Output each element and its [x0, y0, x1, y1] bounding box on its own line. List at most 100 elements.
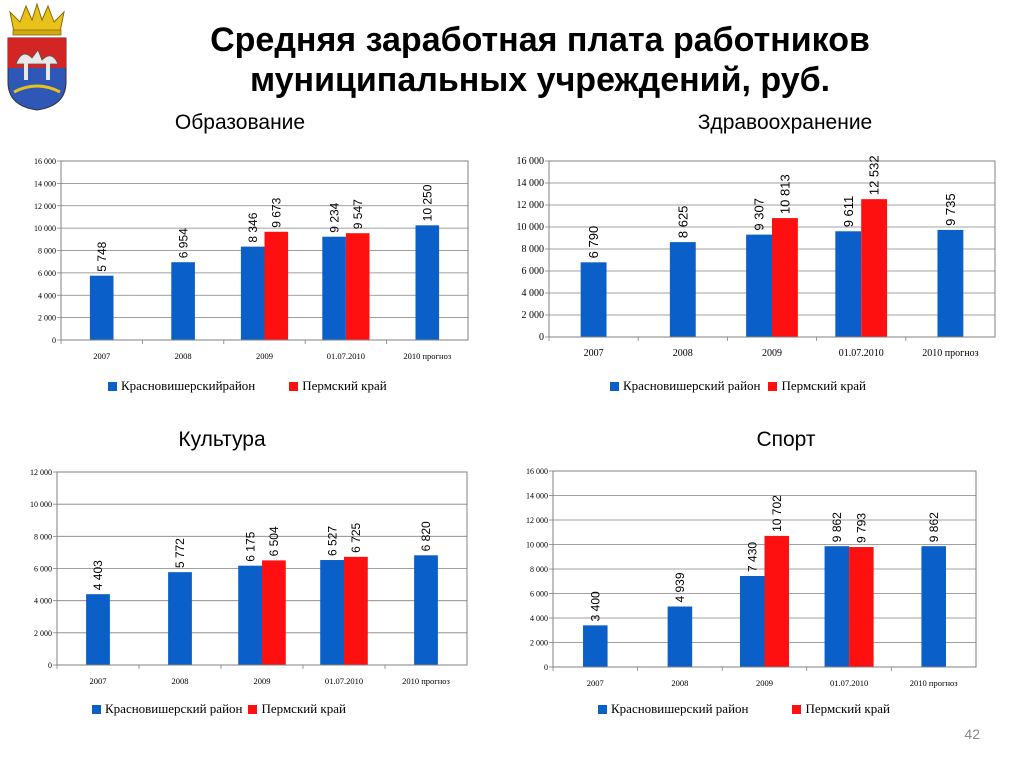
y-tick-label: 0 — [539, 332, 544, 343]
x-category-label: 2010 прогноз — [910, 678, 958, 688]
chart-education: 0 2 000 4 000 6 000 8 000 10 000 12 000 14 000 1… — [34, 157, 469, 361]
bar-value-label: 6 954 — [176, 228, 190, 258]
y-tick-label: 2 000 — [530, 639, 548, 648]
y-tick-label: 0 — [48, 661, 52, 670]
bar-district — [171, 262, 195, 340]
y-tick-label: 6 000 — [38, 269, 56, 278]
bar-value-label: 12 532 — [867, 155, 882, 195]
legend-label-region: Пермский край — [302, 378, 387, 393]
legend-sport: Красновишерский район Пермский край — [598, 701, 904, 717]
legend-swatch-region — [248, 704, 258, 714]
bar-district — [168, 572, 192, 665]
bar-value-label: 5 772 — [173, 538, 187, 568]
bar-value-label: 6 504 — [267, 526, 281, 556]
y-tick-label: 16 000 — [526, 467, 548, 476]
chart-title-education: Образование — [174, 111, 306, 134]
bar-district — [86, 594, 110, 665]
bar-value-label: 9 307 — [752, 198, 767, 231]
bar-district — [746, 234, 772, 337]
bar-district — [739, 575, 765, 667]
y-tick-label: 2 000 — [522, 310, 545, 321]
bar-value-label: 6 820 — [419, 521, 433, 551]
bar-district — [238, 565, 262, 665]
bar-value-label: 4 939 — [673, 572, 687, 602]
crown-icon — [9, 2, 65, 36]
legend-swatch-district — [92, 704, 101, 714]
y-tick-label: 16 000 — [34, 157, 56, 166]
y-tick-label: 6 000 — [34, 565, 52, 574]
bar-district — [320, 560, 344, 665]
bar-region — [764, 535, 790, 667]
y-tick-label: 4 000 — [38, 291, 56, 300]
bar-value-label: 9 735 — [943, 193, 958, 226]
legend-swatch-region — [289, 381, 299, 391]
coat-of-arms-logo — [7, 2, 67, 111]
bar-district — [89, 275, 114, 340]
y-tick-label: 2 000 — [38, 314, 56, 323]
x-category-label: 2010 прогноз — [403, 351, 451, 361]
x-category-label: 2009 — [256, 351, 273, 361]
y-tick-label: 14 000 — [34, 179, 56, 188]
bar-region — [849, 547, 874, 667]
y-tick-label: 14 000 — [517, 178, 545, 189]
x-category-label: 2010 прогноз — [402, 676, 450, 686]
bar-district — [937, 229, 964, 337]
y-tick-label: 10 000 — [517, 222, 545, 233]
bar-value-label: 6 725 — [349, 522, 363, 552]
y-tick-label: 4 000 — [522, 288, 545, 299]
bar-district — [667, 606, 693, 667]
y-tick-label: 8 000 — [38, 247, 56, 256]
x-category-label: 2009 — [762, 348, 782, 359]
chart-culture: 0 2 000 4 000 6 000 8 000 10 000 12 000 2007 4 4… — [30, 468, 468, 686]
legend-education: Красновишерскийрайон Пермский край — [108, 378, 401, 394]
y-tick-label: 6 000 — [522, 266, 545, 277]
y-tick-label: 12 000 — [34, 202, 56, 211]
bar-value-label: 8 625 — [675, 206, 690, 239]
y-tick-label: 10 000 — [34, 224, 56, 233]
bar-district — [415, 225, 440, 340]
legend-swatch-region — [792, 704, 802, 714]
y-tick-label: 4 000 — [530, 614, 548, 623]
bar-value-label: 9 547 — [351, 199, 365, 229]
bar-region — [344, 556, 368, 665]
bar-value-label: 10 250 — [421, 184, 435, 221]
page-title-line-2: муниципальных учреждений, руб. — [249, 61, 831, 99]
legend-label-region: Пермский край — [781, 378, 866, 393]
x-category-label: 2008 — [673, 348, 693, 359]
y-tick-label: 0 — [544, 663, 548, 672]
legend-health: Красновишерский район Пермский край — [610, 378, 880, 394]
bar-value-label: 9 793 — [855, 513, 869, 543]
y-tick-label: 10 000 — [30, 500, 52, 509]
y-tick-label: 14 000 — [526, 492, 548, 501]
x-category-label: 2007 — [584, 348, 604, 359]
bar-district — [669, 242, 696, 337]
bar-value-label: 4 403 — [91, 560, 105, 590]
chart-title-culture: Культура — [178, 428, 266, 451]
x-category-label: 2007 — [587, 678, 604, 688]
y-tick-label: 12 000 — [30, 468, 52, 477]
bar-district — [580, 262, 607, 337]
bar-value-label: 6 790 — [586, 226, 601, 259]
legend-label-district: Красновишерский район — [611, 701, 749, 716]
x-category-label: 2009 — [254, 676, 271, 686]
bar-district — [414, 555, 438, 665]
shield-icon — [7, 37, 67, 111]
bar-value-label: 9 234 — [327, 202, 341, 232]
y-tick-label: 8 000 — [34, 532, 52, 541]
bar-value-label: 5 748 — [95, 241, 109, 271]
bar-value-label: 9 673 — [270, 197, 284, 227]
legend-label-district: Красновишерский район — [623, 378, 761, 393]
x-category-label: 2008 — [175, 351, 192, 361]
legend-swatch-district — [598, 704, 607, 714]
y-tick-label: 2 000 — [34, 629, 52, 638]
x-category-label: 01.07.2010 — [839, 348, 884, 359]
chart-sport: 0 2 000 4 000 6 000 8 000 10 000 12 000 14 000 1… — [526, 467, 977, 688]
x-category-label: 2009 — [756, 678, 773, 688]
bar-value-label: 9 611 — [841, 196, 856, 228]
bar-district — [240, 246, 265, 340]
x-category-label: 2008 — [671, 678, 688, 688]
x-category-label: 2007 — [93, 351, 110, 361]
bar-district — [835, 231, 862, 337]
bar-region — [772, 218, 798, 337]
y-tick-label: 16 000 — [517, 156, 545, 167]
